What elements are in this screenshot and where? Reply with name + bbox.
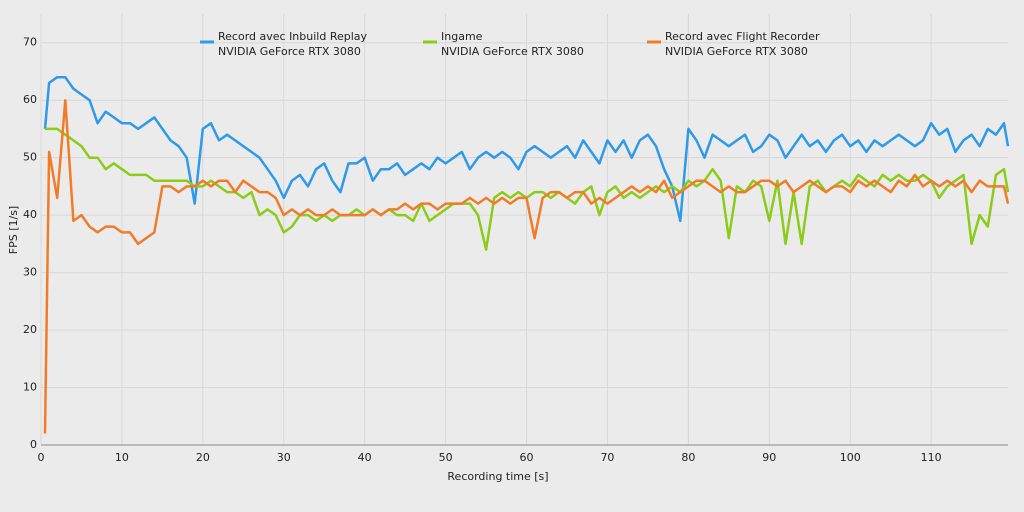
y-tick-label: 10 <box>23 381 37 394</box>
x-tick-label: 110 <box>921 451 942 464</box>
legend-sublabel: NVIDIA GeForce RTX 3080 <box>441 45 584 58</box>
y-tick-label: 30 <box>23 266 37 279</box>
series-line <box>43 75 1010 223</box>
x-tick-label: 90 <box>762 451 776 464</box>
x-tick-label: 60 <box>520 451 534 464</box>
x-tick-label: 20 <box>196 451 210 464</box>
legend-label: Record avec Flight Recorder <box>665 30 820 43</box>
x-tick-label: 50 <box>439 451 453 464</box>
y-tick-label: 0 <box>30 438 37 451</box>
y-axis-label: FPS [1/s] <box>7 206 20 254</box>
legend-label: Record avec Inbuild Replay <box>218 30 368 43</box>
y-tick-label: 50 <box>23 151 37 164</box>
series-line <box>43 98 1010 434</box>
y-tick-label: 20 <box>23 323 37 336</box>
y-tick-label: 70 <box>23 36 37 49</box>
x-tick-label: 10 <box>115 451 129 464</box>
x-tick-label: 40 <box>358 451 372 464</box>
x-tick-label: 0 <box>38 451 45 464</box>
x-tick-label: 100 <box>840 451 861 464</box>
x-tick-label: 30 <box>277 451 291 464</box>
x-tick-label: 70 <box>600 451 614 464</box>
x-tick-label: 80 <box>681 451 695 464</box>
legend-sublabel: NVIDIA GeForce RTX 3080 <box>218 45 361 58</box>
y-tick-label: 60 <box>23 93 37 106</box>
legend-sublabel: NVIDIA GeForce RTX 3080 <box>665 45 808 58</box>
x-axis-label: Recording time [s] <box>447 470 548 483</box>
legend-label: Ingame <box>441 30 483 43</box>
y-tick-label: 40 <box>23 208 37 221</box>
